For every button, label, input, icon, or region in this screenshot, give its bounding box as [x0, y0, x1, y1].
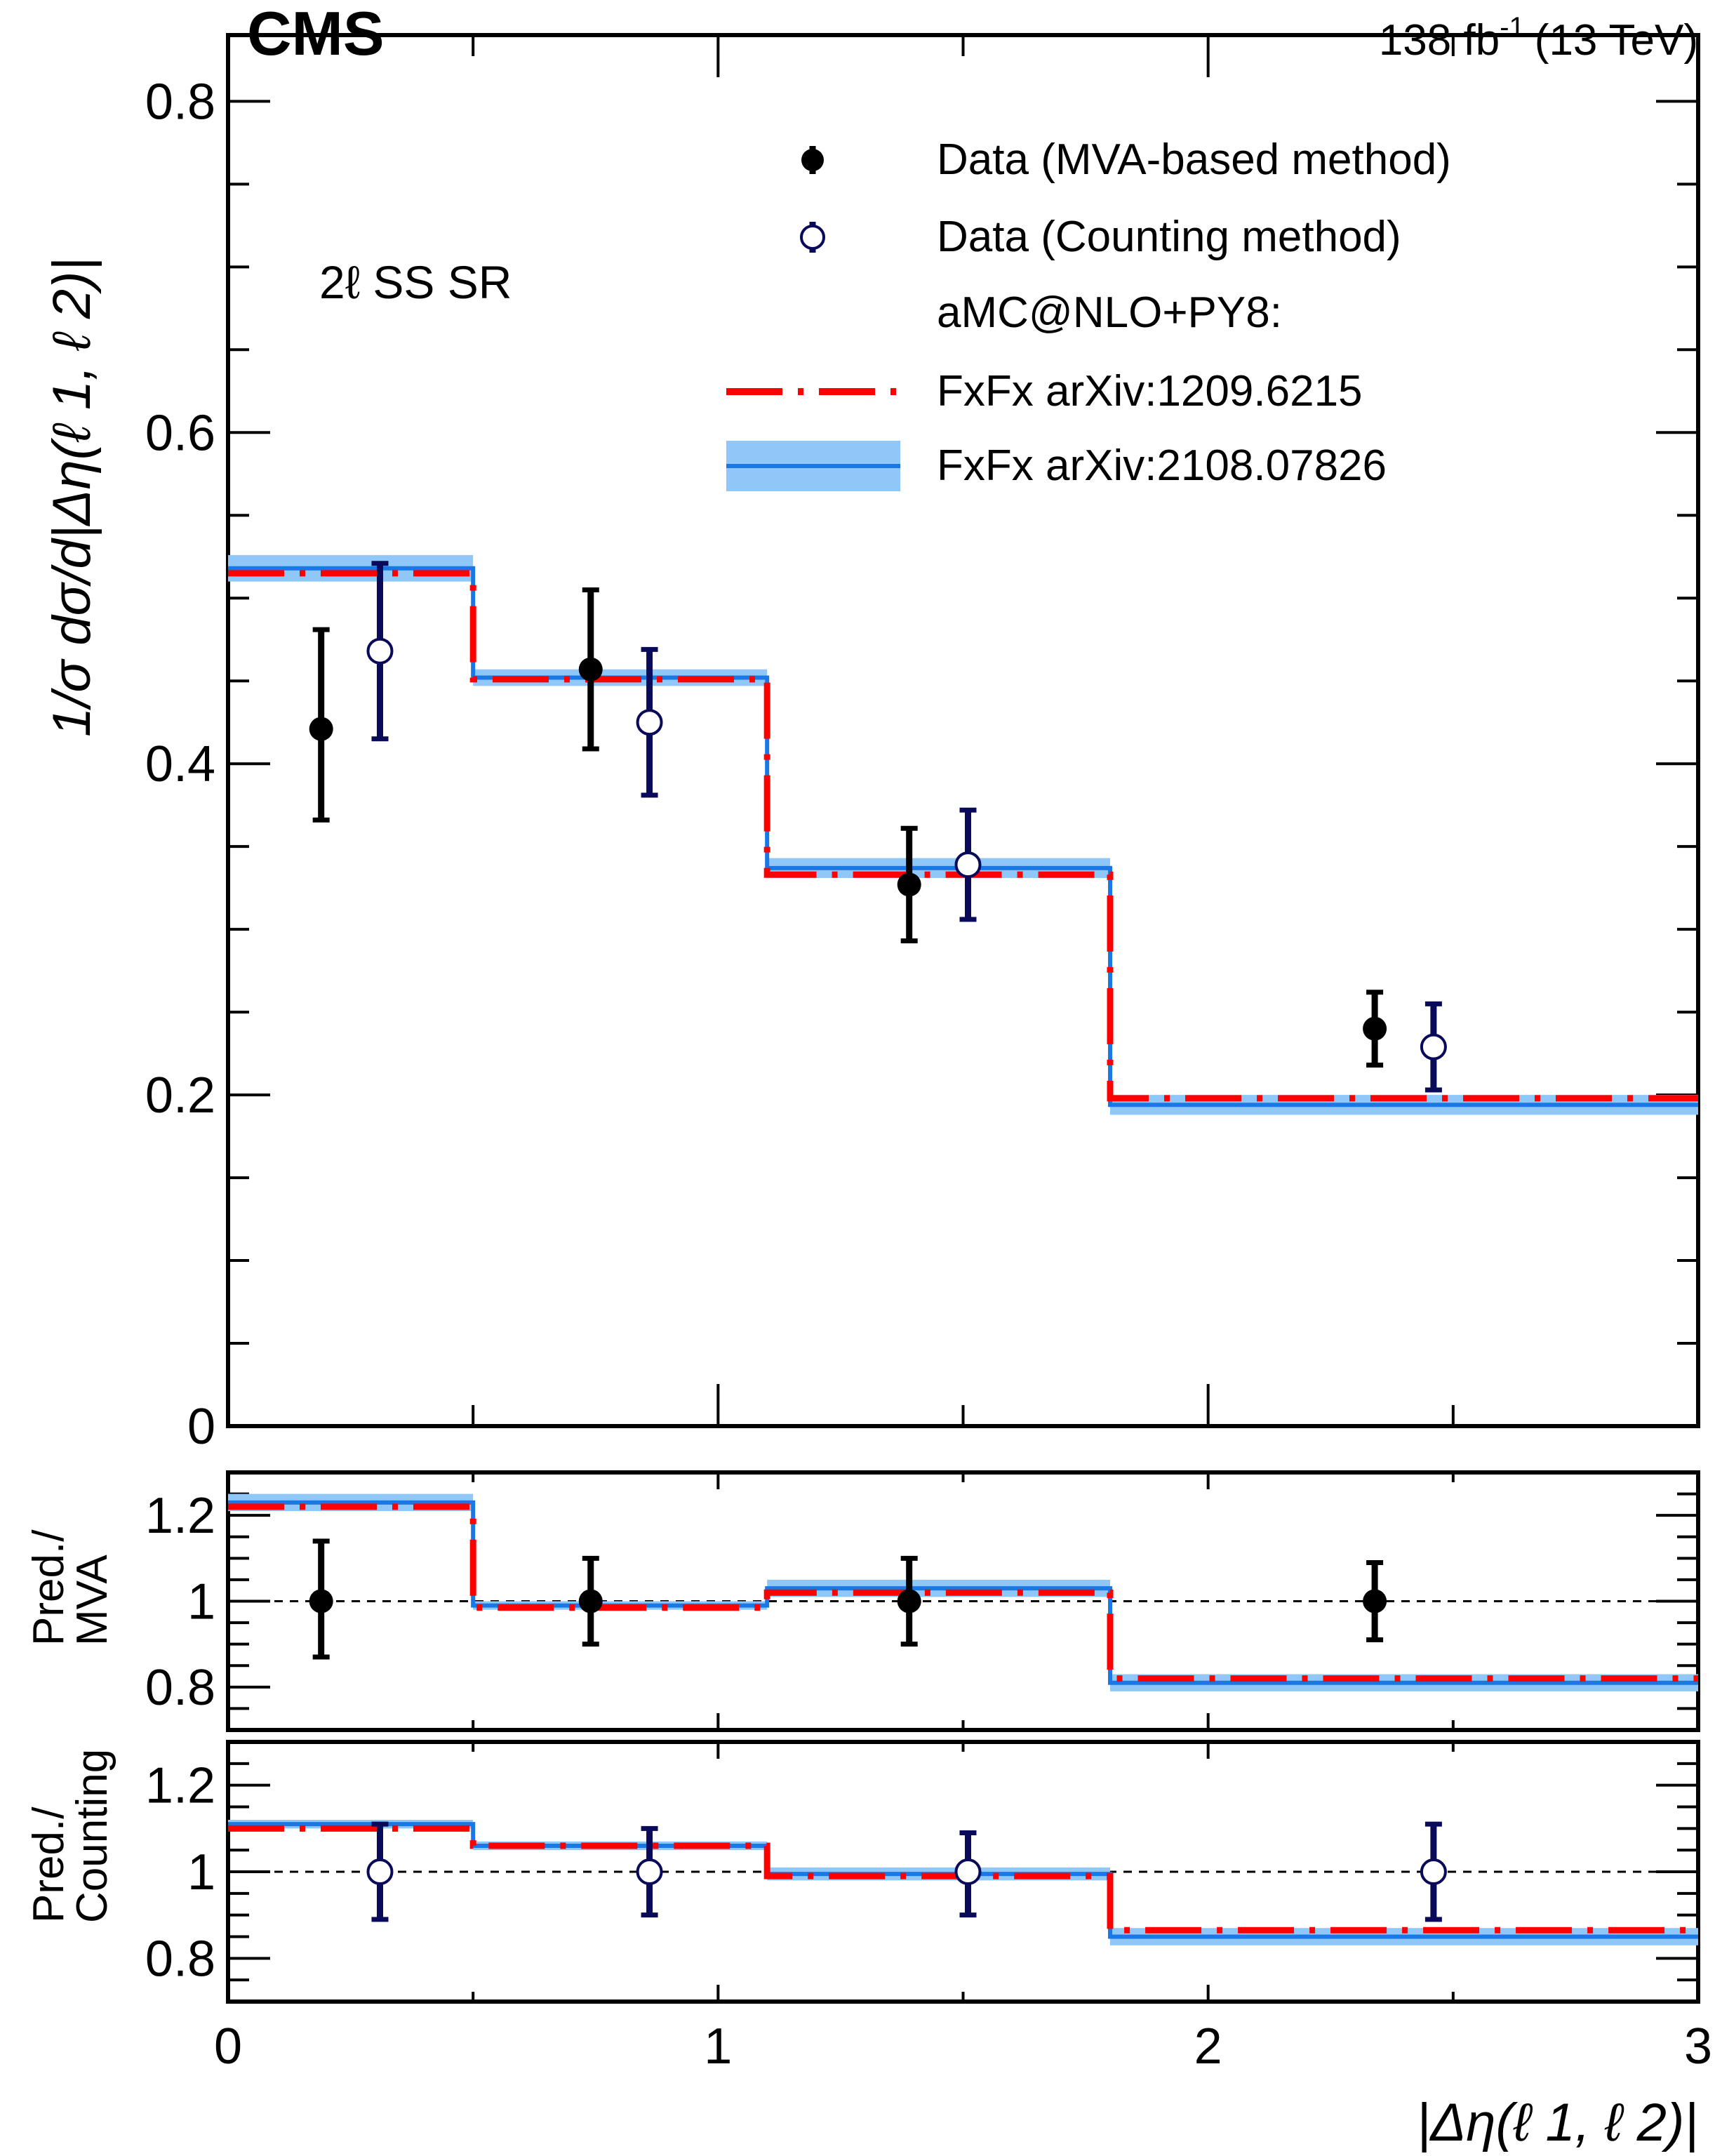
main-fxfx-new-line — [228, 566, 1698, 1107]
r2-ytick-label: 1.2 — [145, 1758, 215, 1814]
luminosity-label: 138 fb-1 (13 TeV) — [1379, 12, 1698, 65]
ratio-mva-y-title-line2: MVA — [68, 1555, 116, 1646]
r1-mva-point — [1363, 1589, 1387, 1613]
main-ytick-label: 0 — [187, 1399, 215, 1455]
lumi-exponent: -1 — [1500, 12, 1525, 43]
r2-ytick-label: 0.8 — [145, 1931, 215, 1987]
r2-counting-point — [954, 1858, 982, 1885]
r1-ytick-label: 0.8 — [145, 1660, 215, 1716]
ratio-mva-panel: 0.8 1 1.2 — [145, 1470, 1700, 1732]
main-panel: 0 0.2 0.4 0.6 0.8 — [145, 33, 1700, 1455]
main-ytick-label: 0.4 — [145, 736, 215, 792]
x-tick-label: 0 — [214, 2018, 242, 2075]
r2-ytick-label: 1 — [187, 1844, 215, 1901]
ratio-mva-y-title: Pred./MVA — [25, 1529, 116, 1646]
legend: Data (MVA-based method) Data (Counting m… — [726, 135, 1451, 491]
lumi-value: 138 fb — [1379, 16, 1500, 65]
r2-fxfx-old-line — [228, 1825, 1698, 1934]
legend-generator-label: aMC@NLO+PY8: — [937, 288, 1282, 337]
r2-counting-point — [636, 1858, 663, 1885]
ratio-mva-y-title-line1: Pred./ — [25, 1529, 73, 1646]
main-ytick-label: 0.2 — [145, 1067, 215, 1124]
x-axis-title: |Δη(ℓ 1, ℓ 2)| — [1417, 2093, 1698, 2152]
region-label: 2ℓ SS SR — [319, 256, 512, 308]
r2-counting-point — [1420, 1858, 1447, 1885]
r1-mva-point — [578, 1589, 603, 1613]
legend-counting-label: Data (Counting method) — [937, 213, 1401, 261]
main-y-axis-title: 1/σ dσ/d|Δη(ℓ 1, ℓ 2)| — [42, 258, 102, 737]
main-mva-point — [578, 657, 603, 681]
legend-mva-marker — [801, 149, 824, 171]
legend-mva-label: Data (MVA-based method) — [937, 135, 1451, 184]
legend-fxfx-new-label: FxFx arXiv:2108.07826 — [937, 441, 1387, 490]
ratio-counting-panel: 0.8 1 1.2 0 1 2 3 — [145, 1740, 1712, 2075]
energy-label: (13 TeV) — [1535, 16, 1698, 65]
r1-mva-point — [897, 1589, 921, 1613]
main-counting-point — [954, 851, 982, 879]
legend-counting-marker — [800, 225, 825, 250]
r2-counting-point — [366, 1858, 394, 1885]
x-tick-label: 2 — [1194, 2018, 1222, 2075]
main-fxfx-old-line — [228, 570, 1698, 1102]
ratio-counting-y-title-line1: Pred./ — [25, 1806, 73, 1923]
r1-fxfx-old-line — [228, 1503, 1698, 1682]
main-counting-point — [1420, 1033, 1447, 1060]
main-mva-point — [1363, 1016, 1387, 1041]
main-counting-point — [636, 709, 663, 736]
ratio-counting-y-title-line2: Counting — [68, 1749, 116, 1923]
r1-mva-point — [309, 1589, 333, 1613]
r1-ytick-label: 1.2 — [145, 1488, 215, 1544]
main-mva-point — [309, 717, 333, 741]
legend-fxfx-old-label: FxFx arXiv:1209.6215 — [937, 367, 1363, 415]
r1-ytick-label: 1 — [187, 1574, 215, 1630]
ratio-counting-y-title: Pred./Counting — [25, 1749, 116, 1923]
main-ytick-label: 0.8 — [145, 74, 215, 130]
x-tick-label: 3 — [1684, 2018, 1712, 2075]
x-tick-label: 1 — [704, 2018, 732, 2075]
main-ytick-label: 0.6 — [145, 405, 215, 461]
main-counting-point — [366, 637, 394, 665]
main-mva-point — [897, 872, 921, 897]
